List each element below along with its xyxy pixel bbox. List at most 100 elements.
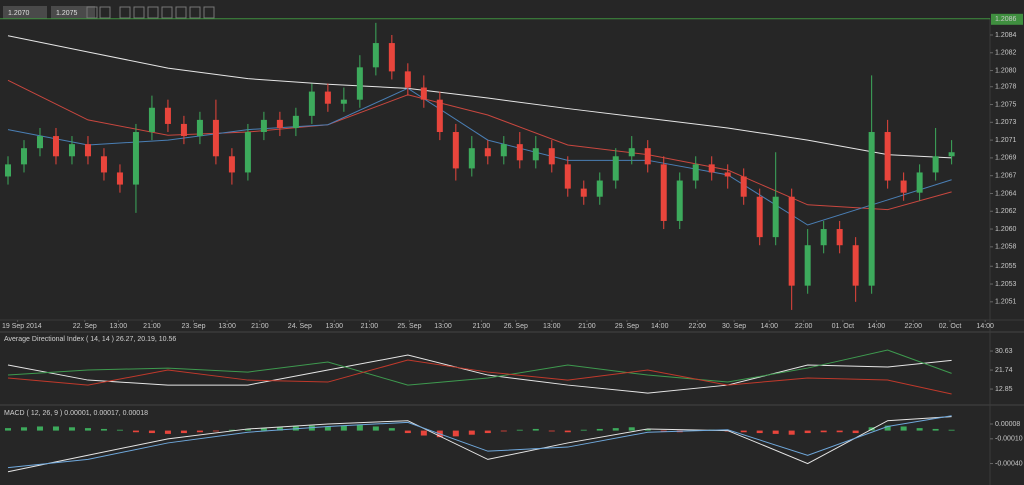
histogram-bar xyxy=(628,427,635,431)
chart-type-button[interactable] xyxy=(133,6,145,19)
y-tick-label: 30.63 xyxy=(995,348,1013,355)
histogram-bar xyxy=(660,430,667,432)
histogram-bar xyxy=(228,429,235,431)
y-tick-label: 1.2055 xyxy=(995,263,1017,270)
indicator-line xyxy=(7,415,952,469)
candle-body xyxy=(372,43,379,68)
y-tick-label: 1.2084 xyxy=(995,32,1017,39)
y-tick-label: 0.00008 xyxy=(995,421,1020,428)
histogram-bar xyxy=(212,430,219,432)
histogram-bar xyxy=(36,426,43,431)
candle-body xyxy=(532,148,539,161)
candle-body xyxy=(900,180,907,193)
histogram-bar xyxy=(740,430,747,433)
candle-body xyxy=(740,176,747,197)
candle-body xyxy=(388,43,395,72)
histogram-bar xyxy=(516,429,523,431)
histogram-bar xyxy=(260,428,267,431)
indicator-line xyxy=(7,354,952,394)
histogram-bar xyxy=(916,428,923,431)
candle-body xyxy=(404,71,411,88)
histogram-bar xyxy=(84,428,91,431)
histogram-bar xyxy=(164,430,171,434)
candle-body xyxy=(180,123,187,137)
toolbar: 1.2070 1.2075 xyxy=(3,6,215,19)
histogram-bar xyxy=(500,430,507,432)
settings-button[interactable] xyxy=(203,6,215,19)
indicator-line xyxy=(7,79,952,211)
macd-title: MACD ( 12, 26, 9 ) 0.00001, 0.00017, 0.0… xyxy=(4,410,148,417)
x-tick-label: 26. Sep xyxy=(504,323,528,330)
zoom-in-button[interactable] xyxy=(86,6,98,19)
x-tick-label: 13:00 xyxy=(434,323,452,330)
x-tick-label: 13:00 xyxy=(325,323,343,330)
histogram-bar xyxy=(276,427,283,431)
histogram-bar xyxy=(100,428,107,431)
histogram-bar xyxy=(900,426,907,431)
histogram-bar xyxy=(836,430,843,433)
draw-button[interactable] xyxy=(161,6,173,19)
histogram-bar xyxy=(180,430,187,434)
candle-body xyxy=(84,144,91,157)
candle-body xyxy=(356,67,363,100)
x-tick-label: 23. Sep xyxy=(181,323,205,330)
x-tick-label: 24. Sep xyxy=(288,323,312,330)
x-tick-label: 14:00 xyxy=(868,323,886,330)
crosshair-button[interactable] xyxy=(119,6,131,19)
y-tick-label: 1.2060 xyxy=(995,226,1017,233)
save-button[interactable] xyxy=(175,6,187,19)
x-tick-label: 13:00 xyxy=(218,323,236,330)
x-tick-label: 21:00 xyxy=(578,323,596,330)
histogram-bar xyxy=(548,430,555,432)
ask-box[interactable] xyxy=(51,6,95,19)
candle-body xyxy=(148,107,155,133)
candle-body xyxy=(612,156,619,181)
zoom-out-button[interactable] xyxy=(99,6,111,19)
candle-body xyxy=(708,164,715,173)
candle-body xyxy=(804,245,811,286)
candle-body xyxy=(20,148,27,165)
x-tick-label: 29. Sep xyxy=(615,323,639,330)
x-tick-label: 22:00 xyxy=(904,323,922,330)
y-tick-label: 1.2073 xyxy=(995,119,1017,126)
x-tick-label: 02. Oct xyxy=(939,323,962,330)
histogram-bar xyxy=(196,430,203,433)
indicator-line xyxy=(7,349,952,386)
histogram-bar xyxy=(452,430,459,437)
histogram-bar xyxy=(356,424,363,431)
candle-body xyxy=(788,196,795,286)
x-tick-label: 14:00 xyxy=(976,323,994,330)
bid-box[interactable] xyxy=(3,6,47,19)
histogram-bar xyxy=(644,428,651,431)
print-button[interactable] xyxy=(189,6,201,19)
indicators-button[interactable] xyxy=(147,6,159,19)
candle-body xyxy=(452,132,459,169)
candle-body xyxy=(292,115,299,128)
x-tick-label: 22:00 xyxy=(689,323,707,330)
x-tick-label: 13:00 xyxy=(110,323,128,330)
histogram-bar xyxy=(20,427,27,431)
histogram-bar xyxy=(4,428,11,431)
histogram-bar xyxy=(244,428,251,431)
candle-body xyxy=(276,119,283,128)
candle-body xyxy=(756,196,763,238)
histogram-bar xyxy=(340,425,347,431)
candle-body xyxy=(308,91,315,116)
candle-body xyxy=(772,196,779,238)
candle-body xyxy=(68,144,75,157)
candle-body xyxy=(660,164,667,221)
indicator-line xyxy=(7,35,952,159)
bid-price: 1.2070 xyxy=(8,10,30,17)
histogram-bar xyxy=(68,427,75,431)
candle-body xyxy=(420,87,427,100)
last-price-label: 1.2086 xyxy=(995,16,1017,23)
histogram-bar xyxy=(596,428,603,431)
candle-body xyxy=(884,132,891,181)
last-price-box xyxy=(991,13,1023,25)
adx-title: Average Directional Index ( 14, 14 ) 26.… xyxy=(4,336,176,343)
x-tick-label: 21:00 xyxy=(361,323,379,330)
candle-body xyxy=(628,148,635,157)
x-tick-label: 13:00 xyxy=(543,323,561,330)
candle-body xyxy=(196,119,203,137)
